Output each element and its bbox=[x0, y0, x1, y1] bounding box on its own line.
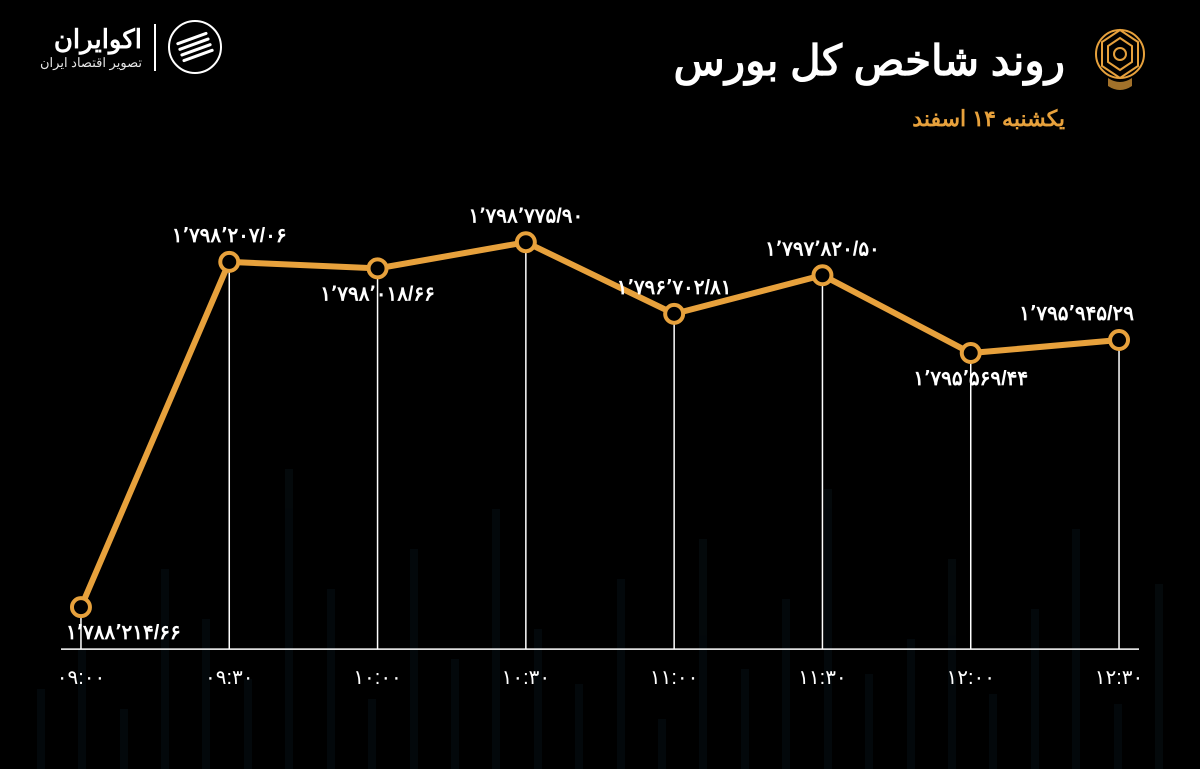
brand-name: اکوایران bbox=[40, 24, 142, 55]
series-line bbox=[81, 242, 1119, 607]
data-label: ۱٬۷۹۵٬۹۴۵/۲۹ bbox=[1019, 303, 1134, 325]
emblem-icon bbox=[1080, 20, 1160, 100]
data-marker bbox=[369, 259, 387, 277]
x-axis-label: ۱۱:۰۰ bbox=[650, 667, 698, 689]
data-marker bbox=[665, 305, 683, 323]
chart-subtitle: یکشنبه ۱۴ اسفند bbox=[674, 106, 1065, 132]
brand-logo-icon bbox=[168, 20, 222, 74]
data-label: ۱٬۷۹۸٬۷۷۵/۹۰ bbox=[469, 205, 584, 227]
brand-block: اکوایران تصویر اقتصاد ایران bbox=[40, 20, 222, 74]
data-marker bbox=[1110, 331, 1128, 349]
data-label: ۱٬۷۹۵٬۵۶۹/۴۴ bbox=[913, 368, 1028, 390]
data-label: ۱٬۷۹۸٬۰۱۸/۶۶ bbox=[320, 283, 435, 305]
x-axis-label: ۱۰:۰۰ bbox=[353, 667, 401, 689]
x-axis-label: ۱۰:۳۰ bbox=[502, 667, 550, 689]
x-axis-label: ۱۱:۳۰ bbox=[798, 667, 846, 689]
line-chart: ۰۹:۰۰ ۰۹:۳۰ ۱۰:۰۰ ۱۰:۳۰ ۱۱:۰۰ ۱۱:۳۰ ۱۲:۰۰ ۱۲:۳۰… bbox=[60, 170, 1140, 709]
data-marker bbox=[517, 233, 535, 251]
x-axis-label: ۰۹:۰۰ bbox=[57, 667, 105, 689]
data-label: ۱٬۷۹۷٬۸۲۰/۵۰ bbox=[765, 238, 880, 260]
data-marker bbox=[220, 253, 238, 271]
data-label: ۱٬۷۸۸٬۲۱۴/۶۶ bbox=[66, 622, 181, 644]
x-axis-label: ۱۲:۰۰ bbox=[947, 667, 995, 689]
header: اکوایران تصویر اقتصاد ایران روند شاخص کل… bbox=[40, 20, 1160, 132]
data-label: ۱٬۷۹۶٬۷۰۲/۸۱ bbox=[617, 277, 732, 299]
data-marker bbox=[962, 344, 980, 362]
title-block: روند شاخص کل بورس یکشنبه ۱۴ اسفند bbox=[674, 20, 1160, 132]
brand-tagline: تصویر اقتصاد ایران bbox=[40, 55, 142, 71]
x-axis-label: ۰۹:۳۰ bbox=[205, 667, 253, 689]
data-marker bbox=[72, 598, 90, 616]
data-marker bbox=[813, 266, 831, 284]
data-label: ۱٬۷۹۸٬۲۰۷/۰۶ bbox=[172, 225, 287, 247]
x-axis-label: ۱۲:۳۰ bbox=[1095, 667, 1143, 689]
chart-title: روند شاخص کل بورس bbox=[674, 36, 1065, 85]
